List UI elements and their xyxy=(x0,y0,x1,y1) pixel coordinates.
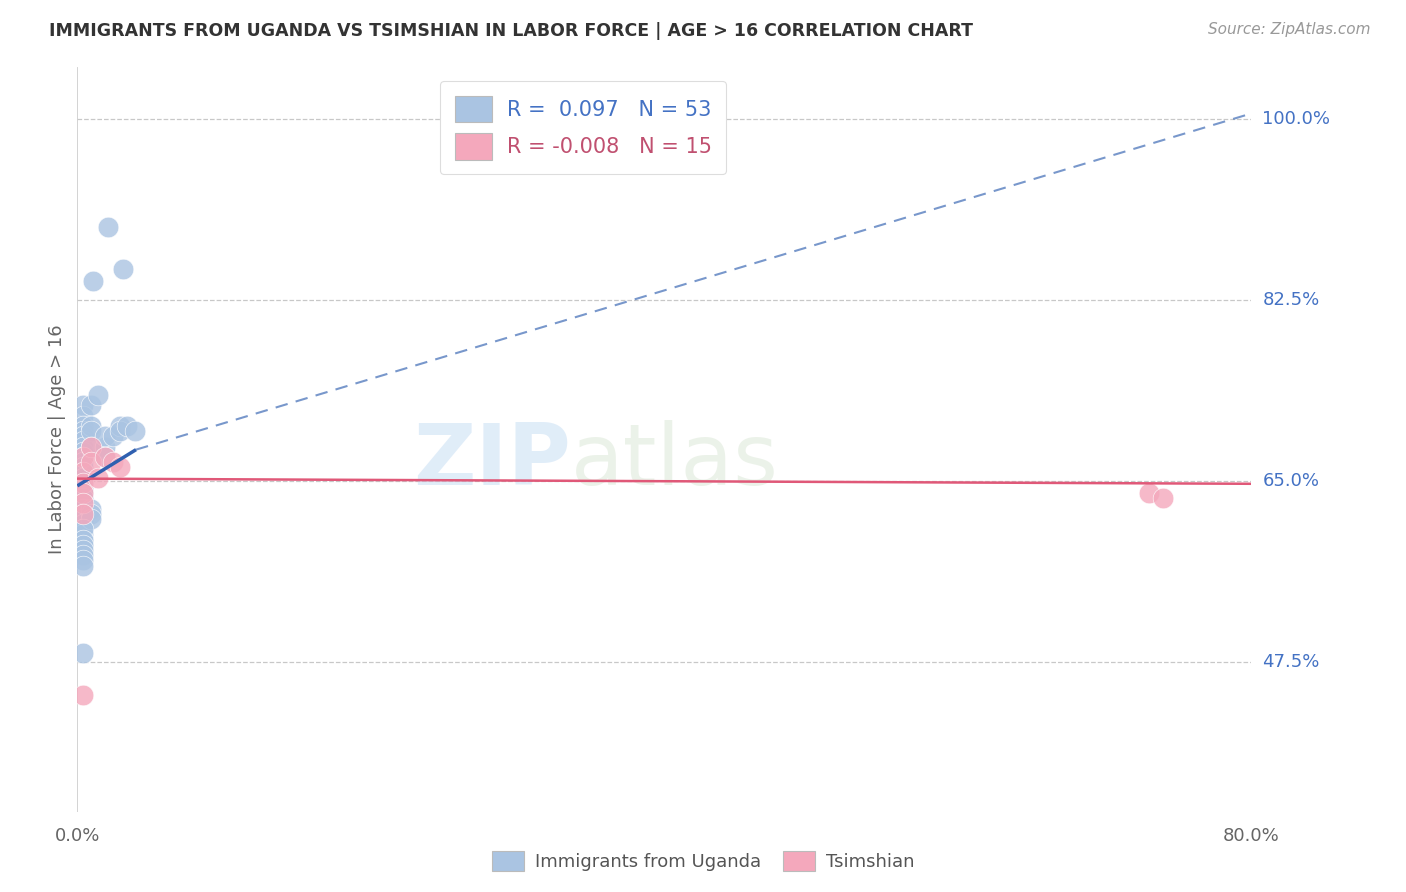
Point xyxy=(101,455,124,469)
Point xyxy=(79,507,101,521)
Legend: R =  0.097   N = 53, R = -0.008   N = 15: R = 0.097 N = 53, R = -0.008 N = 15 xyxy=(440,81,727,174)
Point xyxy=(101,429,124,443)
Point xyxy=(72,553,94,567)
Text: 80.0%: 80.0% xyxy=(1223,827,1279,846)
Point xyxy=(72,538,94,552)
Point xyxy=(87,388,110,402)
Point xyxy=(72,440,94,454)
Point xyxy=(79,398,101,412)
Point xyxy=(72,548,94,562)
Point xyxy=(82,274,104,288)
Point xyxy=(1137,486,1160,500)
Point xyxy=(72,512,94,526)
Point xyxy=(111,261,134,276)
Y-axis label: In Labor Force | Age > 16: In Labor Force | Age > 16 xyxy=(48,325,66,554)
Point xyxy=(94,429,117,443)
Point xyxy=(72,507,94,521)
Point xyxy=(72,424,94,438)
Point xyxy=(79,418,101,433)
Point xyxy=(108,424,131,438)
Point xyxy=(72,450,94,464)
Point xyxy=(72,481,94,495)
Point xyxy=(72,460,94,475)
Point xyxy=(108,418,131,433)
Point xyxy=(72,486,94,500)
Point xyxy=(72,496,94,510)
Point xyxy=(72,429,94,443)
Point xyxy=(72,475,94,490)
Point xyxy=(72,507,94,521)
Point xyxy=(79,455,101,469)
Point xyxy=(124,424,146,438)
Point xyxy=(72,418,94,433)
Point xyxy=(72,558,94,573)
Point xyxy=(1152,491,1174,506)
Point xyxy=(72,450,94,464)
Point xyxy=(94,450,117,464)
Text: 0.0%: 0.0% xyxy=(55,827,100,846)
Point xyxy=(72,475,94,490)
Point xyxy=(97,220,120,235)
Point xyxy=(72,533,94,547)
Text: 47.5%: 47.5% xyxy=(1263,653,1320,671)
Point xyxy=(72,517,94,532)
Point xyxy=(115,418,138,433)
Text: 82.5%: 82.5% xyxy=(1263,291,1320,309)
Point xyxy=(72,543,94,558)
Point xyxy=(72,522,94,536)
Point xyxy=(72,647,94,661)
Point xyxy=(79,440,101,454)
Point xyxy=(94,450,117,464)
Point xyxy=(72,688,94,702)
Text: IMMIGRANTS FROM UGANDA VS TSIMSHIAN IN LABOR FORCE | AGE > 16 CORRELATION CHART: IMMIGRANTS FROM UGANDA VS TSIMSHIAN IN L… xyxy=(49,22,973,40)
Point xyxy=(94,440,117,454)
Point xyxy=(72,434,94,449)
Point xyxy=(72,527,94,541)
Point xyxy=(79,424,101,438)
Text: 65.0%: 65.0% xyxy=(1263,472,1319,490)
Text: 100.0%: 100.0% xyxy=(1263,110,1330,128)
Legend: Immigrants from Uganda, Tsimshian: Immigrants from Uganda, Tsimshian xyxy=(484,844,922,879)
Point xyxy=(72,398,94,412)
Point xyxy=(79,440,101,454)
Point xyxy=(72,466,94,480)
Text: ZIP: ZIP xyxy=(413,420,571,503)
Point xyxy=(72,533,94,547)
Text: atlas: atlas xyxy=(571,420,779,503)
Point xyxy=(72,470,94,484)
Point xyxy=(72,455,94,469)
Point xyxy=(72,496,94,510)
Point xyxy=(72,538,94,552)
Point xyxy=(72,501,94,516)
Point xyxy=(72,486,94,500)
Point xyxy=(72,409,94,423)
Point xyxy=(72,466,94,480)
Point xyxy=(72,491,94,506)
Point xyxy=(108,460,131,475)
Text: Source: ZipAtlas.com: Source: ZipAtlas.com xyxy=(1208,22,1371,37)
Point xyxy=(79,501,101,516)
Point xyxy=(79,512,101,526)
Point xyxy=(72,444,94,458)
Point xyxy=(87,470,110,484)
Point xyxy=(72,522,94,536)
